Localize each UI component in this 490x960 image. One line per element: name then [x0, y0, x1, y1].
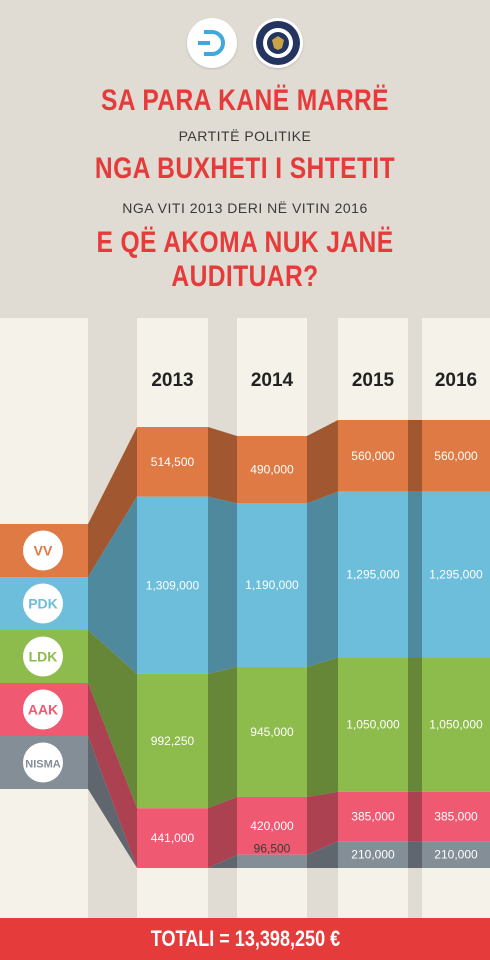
bar-pdk-2014 — [237, 503, 307, 668]
value-label-aak-2013: 441,000 — [151, 831, 195, 845]
connector-pdk-0 — [208, 496, 237, 674]
bar-vv-2016 — [422, 420, 490, 492]
connector-ldk-0 — [208, 667, 237, 809]
value-label-ldk-2016: 1,050,000 — [429, 718, 483, 732]
legend-circle-ldk — [23, 636, 63, 677]
bar-aak-2014 — [237, 796, 307, 855]
bar-nisma-2015 — [338, 841, 408, 868]
connector-aak-1 — [307, 791, 338, 855]
legend-label-nisma: NISMA — [25, 759, 61, 771]
value-label-pdk-2013: 1,309,000 — [146, 578, 200, 592]
bar-aak-2015 — [338, 791, 408, 842]
connector-pdk-legend — [88, 496, 137, 674]
value-label-ldk-2015: 1,050,000 — [346, 718, 400, 732]
headline-2: PARTITË POLITIKE — [178, 128, 312, 144]
value-label-pdk-2016: 1,295,000 — [429, 568, 483, 582]
connector-vv-legend — [88, 427, 137, 577]
year-label-2014: 2014 — [251, 370, 294, 391]
us-embassy-seal-icon — [253, 18, 303, 68]
connector-nisma-legend — [88, 736, 137, 868]
bar-aak-2013 — [137, 808, 208, 868]
connector-pdk-1 — [307, 491, 338, 668]
legend-label-pdk: PDK — [28, 596, 58, 612]
value-label-vv-2015: 560,000 — [351, 449, 395, 463]
bar-vv-2013 — [137, 427, 208, 497]
value-label-aak-2015: 385,000 — [351, 809, 395, 823]
legend-circle-aak — [23, 689, 63, 730]
value-label-vv-2014: 490,000 — [250, 463, 294, 477]
headline-3: NGA BUXHETI I SHTETIT — [94, 152, 396, 185]
headline-1: SA PARA KANË MARRË — [100, 84, 389, 117]
connector-ldk-1 — [307, 657, 338, 797]
bar-aak-2016 — [422, 791, 490, 842]
header: SA PARA KANË MARRË PARTITË POLITIKE NGA … — [0, 0, 490, 330]
bar-ldk-2014 — [237, 667, 307, 797]
bar-pdk-2016 — [422, 491, 490, 658]
year-label-2013: 2013 — [151, 370, 193, 391]
connector-vv-1 — [307, 420, 338, 504]
legend-circle-nisma — [23, 742, 63, 783]
d-logo-icon — [187, 18, 237, 68]
total-bar: TOTALI = 13,398,250 € — [0, 918, 490, 960]
headline-4: NGA VITI 2013 DERI NË VITIN 2016 — [122, 200, 368, 216]
bar-ldk-2015 — [338, 657, 408, 792]
connector-ldk-legend — [88, 630, 137, 809]
bar-vv-2015 — [338, 420, 408, 492]
bar-ldk-2013 — [137, 673, 208, 809]
legend-label-ldk: LDK — [29, 649, 58, 665]
connector-vv-0 — [208, 427, 237, 504]
value-label-nisma-2015: 210,000 — [351, 848, 395, 862]
value-label-pdk-2014: 1,190,000 — [245, 578, 299, 592]
value-label-vv-2016: 560,000 — [434, 449, 478, 463]
legend-label-aak: AAK — [28, 702, 58, 718]
connector-aak-legend — [88, 683, 137, 868]
value-label-ldk-2013: 992,250 — [151, 734, 195, 748]
bar-pdk-2013 — [137, 496, 208, 674]
legend-circle-pdk — [23, 583, 63, 624]
legend-circle-vv — [23, 530, 63, 571]
value-label-ldk-2014: 945,000 — [250, 725, 294, 739]
connector-nisma-2 — [408, 841, 422, 868]
bar-pdk-2015 — [338, 491, 408, 658]
connector-vv-2 — [408, 420, 422, 492]
connector-pdk-2 — [408, 491, 422, 658]
bar-ldk-2016 — [422, 657, 490, 792]
connector-nisma-1 — [307, 841, 338, 868]
connector-aak-2 — [408, 791, 422, 842]
value-label-pdk-2015: 1,295,000 — [346, 568, 400, 582]
bar-nisma-2014 — [237, 854, 307, 868]
value-label-aak-2016: 385,000 — [434, 809, 478, 823]
legend-label-vv: VV — [34, 543, 53, 559]
value-label-nisma-2014: 96,500 — [254, 842, 291, 856]
connector-nisma-0 — [208, 854, 237, 868]
value-label-nisma-2016: 210,000 — [434, 848, 478, 862]
bar-vv-2014 — [237, 436, 307, 504]
connector-ldk-2 — [408, 657, 422, 792]
stacked-flow-chart: 514,500 1,309,000 992,250 441,000 490,000 1,1… — [0, 318, 490, 918]
connector-aak-0 — [208, 796, 237, 868]
bar-nisma-2016 — [422, 841, 490, 868]
total-label: TOTALI = 13,398,250 € — [150, 926, 340, 951]
year-label-2016: 2016 — [435, 370, 477, 391]
headline-5: E QË AKOMA NUK JANË AUDITUAR? — [96, 226, 394, 293]
value-label-aak-2014: 420,000 — [250, 819, 294, 833]
year-label-2015: 2015 — [352, 370, 395, 391]
value-label-vv-2013: 514,500 — [151, 455, 195, 469]
